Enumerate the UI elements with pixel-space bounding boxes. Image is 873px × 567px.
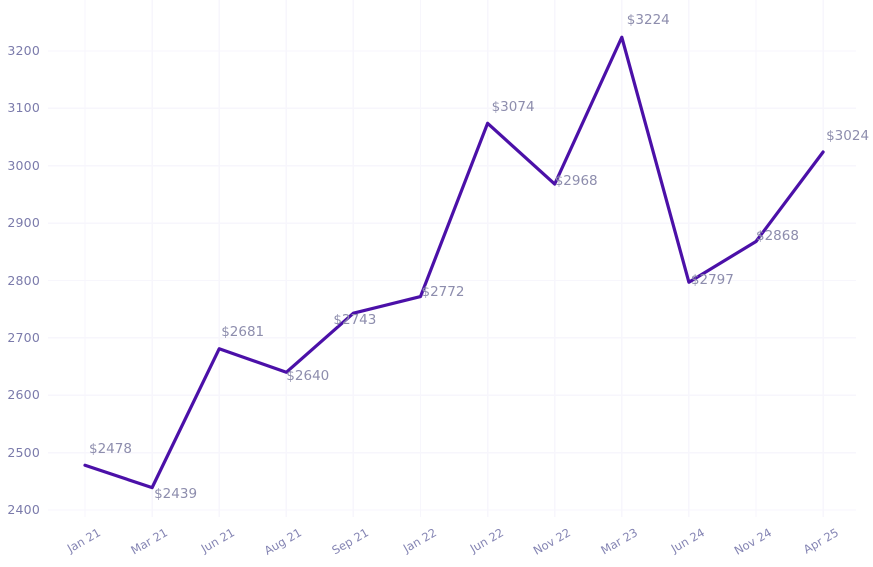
vertical-gridlines: [84, 0, 824, 517]
y-axis-tick-label: 3000: [7, 157, 40, 173]
data-point-label: $2868: [756, 228, 799, 245]
data-point-label: $2439: [154, 485, 198, 502]
data-point-label: $3224: [626, 12, 670, 29]
data-point-label: $2743: [333, 312, 377, 329]
data-point-label: $2797: [690, 272, 734, 289]
y-axis-tick-label: 2800: [7, 272, 40, 288]
y-axis-tick-label: 2700: [7, 329, 40, 345]
horizontal-gridlines: [48, 50, 856, 511]
data-point-label: $2968: [554, 173, 598, 190]
data-point-label: $2478: [89, 441, 132, 458]
y-axis-tick-label: 2500: [7, 444, 40, 460]
data-point-label: $2640: [286, 368, 330, 385]
series-line-path: [83, 35, 825, 490]
y-axis-tick-label: 2400: [7, 502, 40, 517]
y-axis-tick-label: 2900: [7, 215, 40, 231]
y-axis-tick-label: 3100: [7, 100, 40, 116]
data-point-label: $2772: [421, 283, 465, 300]
data-point-label: $3024: [826, 127, 870, 144]
y-axis-tick-label: 3200: [7, 43, 40, 58]
data-point-label: $3074: [491, 99, 535, 116]
y-axis-tick-label: 2600: [7, 387, 40, 403]
data-point-label: $2681: [221, 323, 265, 340]
